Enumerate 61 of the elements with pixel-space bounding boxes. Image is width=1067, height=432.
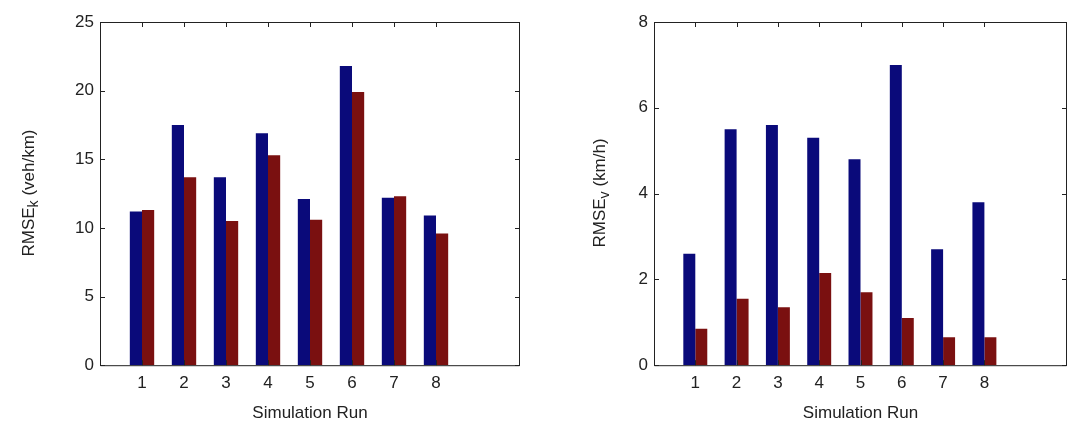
x-tick-label: 2 — [731, 373, 742, 393]
bar — [394, 196, 407, 366]
bar — [807, 137, 820, 366]
bar — [268, 155, 281, 366]
y-tick-label: 8 — [638, 11, 648, 31]
x-tick-label: 1 — [690, 373, 701, 393]
y-tick-label: 0 — [638, 354, 648, 374]
x-tick-label: 3 — [221, 373, 231, 393]
x-axis-title: Simulation Run — [252, 403, 368, 423]
x-tick-label: 6 — [347, 373, 357, 393]
bar — [848, 159, 861, 366]
bar — [860, 292, 873, 366]
y-tick-label: 20 — [75, 80, 94, 100]
x-tick-label: 5 — [855, 373, 866, 393]
x-tick-label: 7 — [389, 373, 399, 393]
y-tick-label: 0 — [84, 354, 94, 374]
bar — [255, 133, 268, 366]
bar — [765, 124, 778, 366]
x-tick-label: 8 — [979, 373, 990, 393]
bar — [695, 328, 708, 366]
x-tick-label: 1 — [137, 373, 147, 393]
bar — [724, 129, 737, 366]
x-tick-label: 8 — [431, 373, 441, 393]
bar — [889, 64, 902, 366]
bar — [352, 92, 365, 366]
bar — [339, 65, 352, 366]
bar — [736, 298, 749, 366]
bar — [943, 337, 956, 366]
x-tick-label: 4 — [814, 373, 824, 393]
bar — [436, 233, 449, 366]
x-tick-label: 7 — [938, 373, 948, 393]
bar — [931, 249, 944, 366]
y-tick-label: 4 — [638, 183, 648, 203]
bar — [972, 202, 985, 366]
y-tick-label: 10 — [75, 217, 94, 237]
bar — [226, 221, 239, 366]
bar — [423, 215, 436, 366]
x-axis-title: Simulation Run — [802, 403, 919, 423]
bar — [142, 210, 155, 366]
y-tick-label: 2 — [638, 269, 648, 289]
bar — [683, 253, 696, 366]
bar — [171, 124, 184, 366]
y-tick-label: 5 — [84, 286, 94, 306]
bar — [129, 211, 142, 366]
y-tick-label: 6 — [638, 97, 648, 117]
bar — [310, 219, 323, 366]
bar — [381, 197, 394, 366]
x-tick-label: 5 — [305, 373, 315, 393]
y-tick-label: 15 — [75, 148, 94, 168]
bar — [213, 177, 226, 366]
x-tick-label: 3 — [773, 373, 783, 393]
bar — [297, 199, 310, 366]
bar — [901, 318, 914, 366]
x-tick-label: 2 — [179, 373, 189, 393]
bar — [984, 337, 997, 366]
y-tick-label: 25 — [75, 11, 94, 31]
bar — [184, 177, 197, 366]
x-tick-label: 4 — [263, 373, 273, 393]
bar — [819, 272, 832, 366]
bar — [777, 307, 790, 366]
x-tick-label: 6 — [897, 373, 907, 393]
